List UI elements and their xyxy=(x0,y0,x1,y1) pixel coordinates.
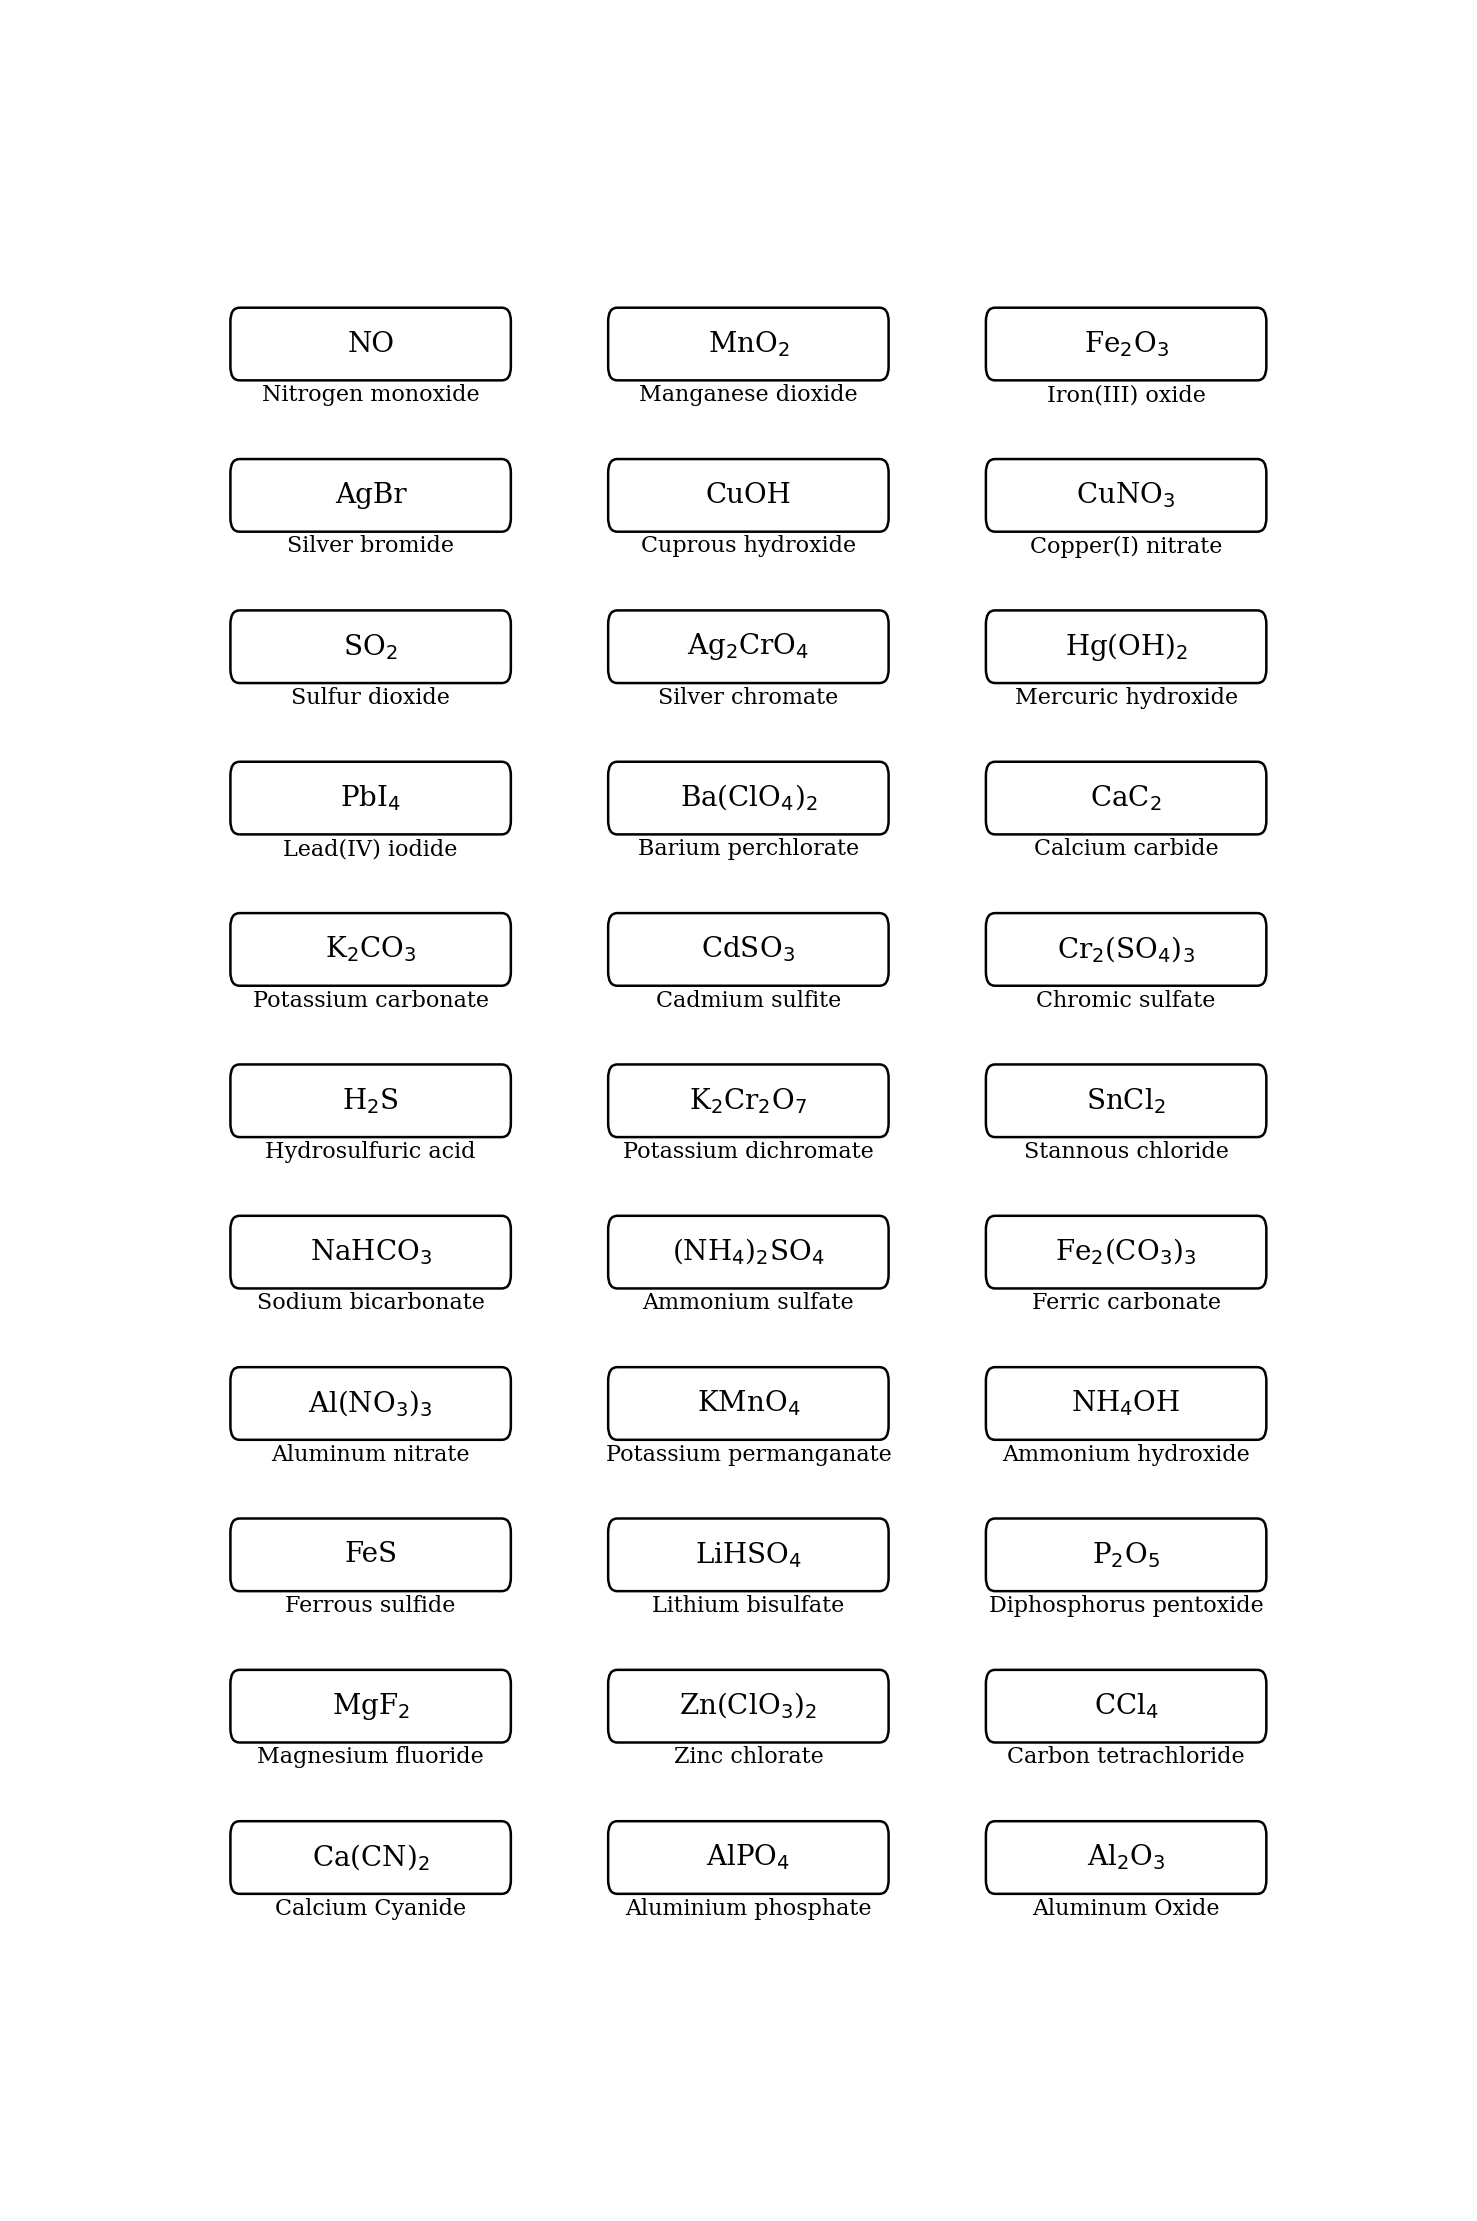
FancyBboxPatch shape xyxy=(985,309,1266,380)
Text: Ferric carbonate: Ferric carbonate xyxy=(1031,1293,1220,1315)
Text: Iron(III) oxide: Iron(III) oxide xyxy=(1047,384,1205,406)
Text: NO: NO xyxy=(347,331,394,358)
FancyBboxPatch shape xyxy=(985,1821,1266,1895)
FancyBboxPatch shape xyxy=(609,460,889,531)
FancyBboxPatch shape xyxy=(230,1064,511,1137)
Text: LiHSO$_4$: LiHSO$_4$ xyxy=(696,1539,802,1570)
Text: H$_2$S: H$_2$S xyxy=(343,1086,399,1115)
Text: KMnO$_4$: KMnO$_4$ xyxy=(697,1388,801,1419)
FancyBboxPatch shape xyxy=(985,1670,1266,1743)
Text: Silver bromide: Silver bromide xyxy=(287,535,453,557)
FancyBboxPatch shape xyxy=(609,913,889,986)
Text: Silver chromate: Silver chromate xyxy=(659,686,839,708)
Text: Hydrosulfuric acid: Hydrosulfuric acid xyxy=(266,1142,476,1164)
FancyBboxPatch shape xyxy=(230,762,511,835)
Text: Ca(CN)$_2$: Ca(CN)$_2$ xyxy=(312,1841,430,1872)
Text: Lead(IV) iodide: Lead(IV) iodide xyxy=(284,837,458,860)
FancyBboxPatch shape xyxy=(230,1519,511,1590)
Text: Cuprous hydroxide: Cuprous hydroxide xyxy=(641,535,857,557)
Text: Magnesium fluoride: Magnesium fluoride xyxy=(257,1746,484,1768)
Text: Zinc chlorate: Zinc chlorate xyxy=(674,1746,823,1768)
FancyBboxPatch shape xyxy=(985,1519,1266,1590)
FancyBboxPatch shape xyxy=(985,460,1266,531)
Text: CCl$_4$: CCl$_4$ xyxy=(1093,1690,1158,1721)
FancyBboxPatch shape xyxy=(230,1215,511,1288)
Text: SO$_2$: SO$_2$ xyxy=(344,631,397,662)
Text: CuOH: CuOH xyxy=(706,482,792,509)
Text: NH$_4$OH: NH$_4$OH xyxy=(1071,1388,1180,1419)
FancyBboxPatch shape xyxy=(230,1821,511,1895)
Text: Aluminium phosphate: Aluminium phosphate xyxy=(625,1897,871,1919)
Text: Ammonium hydroxide: Ammonium hydroxide xyxy=(1003,1444,1250,1466)
Text: Al$_2$O$_3$: Al$_2$O$_3$ xyxy=(1087,1843,1165,1872)
Text: Calcium carbide: Calcium carbide xyxy=(1034,837,1219,860)
FancyBboxPatch shape xyxy=(609,611,889,684)
FancyBboxPatch shape xyxy=(609,1368,889,1439)
Text: CuNO$_3$: CuNO$_3$ xyxy=(1077,480,1176,511)
Text: Chromic sulfate: Chromic sulfate xyxy=(1037,991,1216,1011)
FancyBboxPatch shape xyxy=(609,1519,889,1590)
FancyBboxPatch shape xyxy=(230,460,511,531)
Text: Fe$_2$O$_3$: Fe$_2$O$_3$ xyxy=(1084,329,1168,360)
FancyBboxPatch shape xyxy=(609,1670,889,1743)
Text: Sulfur dioxide: Sulfur dioxide xyxy=(291,686,450,708)
Text: Aluminum Oxide: Aluminum Oxide xyxy=(1032,1897,1220,1919)
FancyBboxPatch shape xyxy=(609,1064,889,1137)
Text: Potassium carbonate: Potassium carbonate xyxy=(253,991,489,1011)
FancyBboxPatch shape xyxy=(985,762,1266,835)
Text: CdSO$_3$: CdSO$_3$ xyxy=(702,935,795,964)
FancyBboxPatch shape xyxy=(230,1368,511,1439)
Text: Lithium bisulfate: Lithium bisulfate xyxy=(653,1595,845,1617)
Text: MnO$_2$: MnO$_2$ xyxy=(707,329,789,360)
Text: Diphosphorus pentoxide: Diphosphorus pentoxide xyxy=(988,1595,1263,1617)
Text: Carbon tetrachloride: Carbon tetrachloride xyxy=(1007,1746,1245,1768)
Text: FeS: FeS xyxy=(344,1541,397,1568)
Text: Ba(ClO$_4$)$_2$: Ba(ClO$_4$)$_2$ xyxy=(679,782,817,813)
FancyBboxPatch shape xyxy=(985,913,1266,986)
Text: Copper(I) nitrate: Copper(I) nitrate xyxy=(1029,535,1223,557)
Text: K$_2$Cr$_2$O$_7$: K$_2$Cr$_2$O$_7$ xyxy=(690,1086,808,1115)
Text: Hg(OH)$_2$: Hg(OH)$_2$ xyxy=(1065,631,1188,662)
Text: Potassium permanganate: Potassium permanganate xyxy=(606,1444,891,1466)
Text: AlPO$_4$: AlPO$_4$ xyxy=(706,1843,790,1872)
Text: Nitrogen monoxide: Nitrogen monoxide xyxy=(261,384,480,406)
FancyBboxPatch shape xyxy=(985,1368,1266,1439)
FancyBboxPatch shape xyxy=(230,611,511,684)
Text: K$_2$CO$_3$: K$_2$CO$_3$ xyxy=(325,935,417,964)
FancyBboxPatch shape xyxy=(609,309,889,380)
FancyBboxPatch shape xyxy=(230,1670,511,1743)
FancyBboxPatch shape xyxy=(985,1064,1266,1137)
Text: Cr$_2$(SO$_4$)$_3$: Cr$_2$(SO$_4$)$_3$ xyxy=(1058,935,1195,964)
Text: AgBr: AgBr xyxy=(335,482,406,509)
FancyBboxPatch shape xyxy=(609,1821,889,1895)
Text: Ag$_2$CrO$_4$: Ag$_2$CrO$_4$ xyxy=(687,631,809,662)
Text: Potassium dichromate: Potassium dichromate xyxy=(623,1142,874,1164)
Text: Barium perchlorate: Barium perchlorate xyxy=(638,837,860,860)
FancyBboxPatch shape xyxy=(985,1215,1266,1288)
FancyBboxPatch shape xyxy=(985,611,1266,684)
FancyBboxPatch shape xyxy=(230,913,511,986)
Text: P$_2$O$_5$: P$_2$O$_5$ xyxy=(1092,1539,1159,1570)
Text: Aluminum nitrate: Aluminum nitrate xyxy=(272,1444,470,1466)
Text: CaC$_2$: CaC$_2$ xyxy=(1090,784,1162,813)
Text: Stannous chloride: Stannous chloride xyxy=(1024,1142,1229,1164)
Text: (NH$_4$)$_2$SO$_4$: (NH$_4$)$_2$SO$_4$ xyxy=(672,1237,824,1268)
Text: PbI$_4$: PbI$_4$ xyxy=(340,784,402,813)
Text: Zn(ClO$_3$)$_2$: Zn(ClO$_3$)$_2$ xyxy=(679,1690,817,1721)
Text: Ammonium sulfate: Ammonium sulfate xyxy=(642,1293,854,1315)
Text: Manganese dioxide: Manganese dioxide xyxy=(640,384,858,406)
Text: SnCl$_2$: SnCl$_2$ xyxy=(1086,1086,1165,1115)
Text: Sodium bicarbonate: Sodium bicarbonate xyxy=(257,1293,484,1315)
FancyBboxPatch shape xyxy=(609,1215,889,1288)
FancyBboxPatch shape xyxy=(230,309,511,380)
Text: NaHCO$_3$: NaHCO$_3$ xyxy=(310,1237,431,1266)
Text: Ferrous sulfide: Ferrous sulfide xyxy=(285,1595,456,1617)
Text: MgF$_2$: MgF$_2$ xyxy=(332,1690,409,1721)
FancyBboxPatch shape xyxy=(609,762,889,835)
Text: Fe$_2$(CO$_3$)$_3$: Fe$_2$(CO$_3$)$_3$ xyxy=(1056,1237,1196,1268)
Text: Calcium Cyanide: Calcium Cyanide xyxy=(275,1897,467,1919)
Text: Mercuric hydroxide: Mercuric hydroxide xyxy=(1015,686,1238,708)
Text: Al(NO$_3$)$_3$: Al(NO$_3$)$_3$ xyxy=(309,1388,433,1419)
Text: Cadmium sulfite: Cadmium sulfite xyxy=(656,991,840,1011)
